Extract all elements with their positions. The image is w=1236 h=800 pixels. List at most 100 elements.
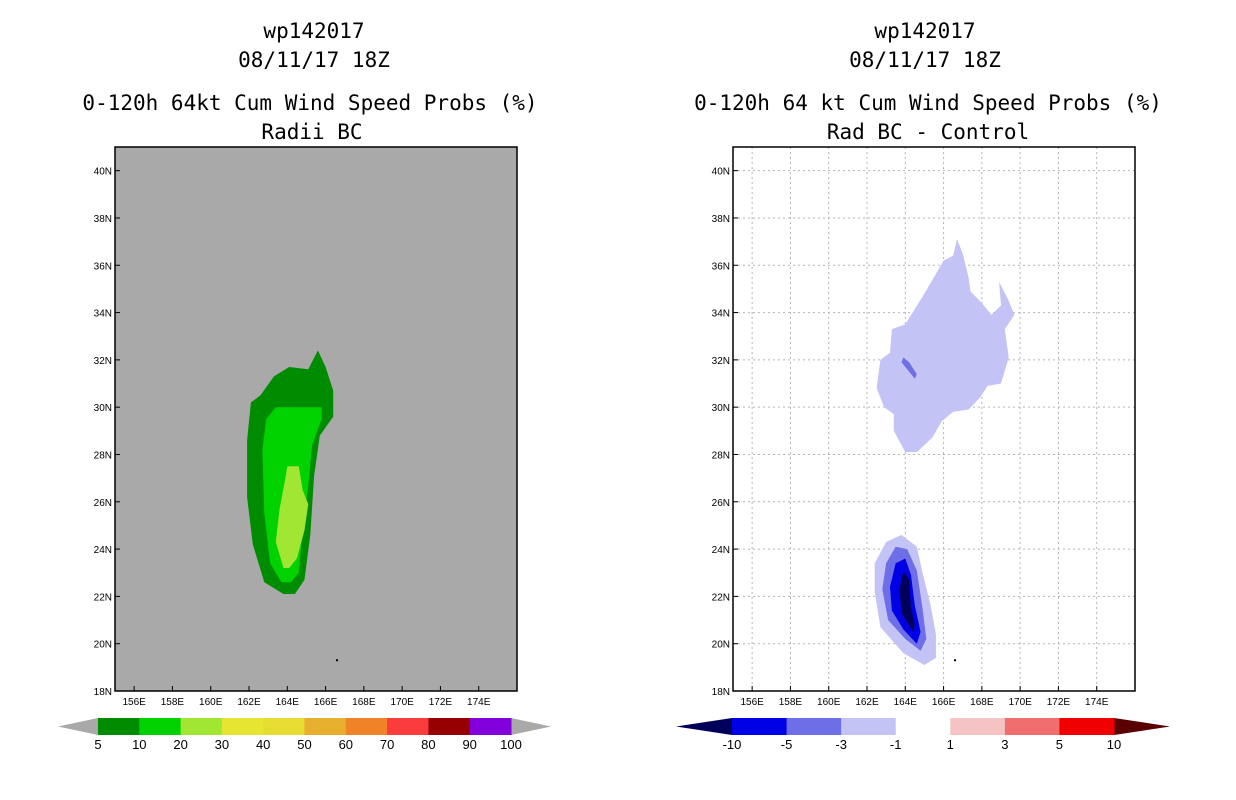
x-tick-label: 168E <box>352 697 376 708</box>
colorbar-swatch <box>345 718 388 735</box>
y-tick-label: 30N <box>712 403 730 414</box>
colorbar-swatch <box>263 718 305 735</box>
colorbar-label: 10 <box>1107 737 1121 752</box>
colorbar-swatch <box>1059 718 1115 735</box>
colorbar-label: 10 <box>132 737 146 752</box>
storm-marker-dot <box>954 659 957 662</box>
left-colorbar: 5 10 20 30 40 50 60 70 80 90 100 <box>58 718 551 752</box>
y-tick-label: 36N <box>712 261 730 272</box>
y-tick-label: 38N <box>94 214 112 225</box>
colorbar-label: 30 <box>215 737 229 752</box>
colorbar-low-end <box>676 718 732 735</box>
x-tick-label: 164E <box>894 697 918 708</box>
y-tick-label: 28N <box>712 450 730 461</box>
y-tick-label: 18N <box>712 687 730 698</box>
x-tick-label: 166E <box>314 697 338 708</box>
colorbar-label: 20 <box>173 737 187 752</box>
y-tick-label: 22N <box>712 592 730 603</box>
y-tick-label: 34N <box>94 309 112 320</box>
y-tick-label: 30N <box>94 403 112 414</box>
colorbar-label: 3 <box>1001 737 1008 752</box>
x-tick-label: 156E <box>740 697 764 708</box>
colorbar-swatch <box>428 718 471 735</box>
colorbar-label: -3 <box>835 737 847 752</box>
colorbar-swatch <box>895 718 951 735</box>
x-tick-label: 172E <box>1047 697 1071 708</box>
y-tick-label: 24N <box>712 545 730 556</box>
colorbar-label: 50 <box>297 737 311 752</box>
x-tick-label: 158E <box>161 697 185 708</box>
left-map-panel: 156E 158E 160E 162E 164E 166E 168E 170E 172E 174E… <box>94 146 518 708</box>
x-tick-label: 170E <box>390 697 414 708</box>
y-tick-label: 22N <box>94 592 112 603</box>
colorbar-label: -10 <box>723 737 742 752</box>
x-tick-label: 174E <box>467 697 491 708</box>
contour--10 <box>899 570 915 632</box>
colorbar-swatch <box>139 718 182 735</box>
x-tick-label: 162E <box>855 697 879 708</box>
colorbar-swatch <box>304 718 347 735</box>
y-tick-label: 26N <box>712 498 730 509</box>
y-tick-label: 40N <box>712 167 730 178</box>
colorbar-label: 60 <box>339 737 353 752</box>
colorbar-swatch <box>180 718 223 735</box>
left-storm-id: wp142017 <box>263 19 364 43</box>
x-tick-label: 162E <box>237 697 261 708</box>
colorbar-swatch <box>841 718 897 735</box>
colorbar-label: 5 <box>94 737 101 752</box>
y-tick-label: 20N <box>712 640 730 651</box>
right-storm-id: wp142017 <box>874 19 975 43</box>
x-tick-label: 156E <box>122 697 146 708</box>
y-tick-label: 34N <box>712 309 730 320</box>
right-subtitle: Rad BC - Control <box>827 120 1029 144</box>
colorbar-label: 70 <box>380 737 394 752</box>
colorbar-label: 1 <box>947 737 954 752</box>
x-tick-label: 174E <box>1085 697 1109 708</box>
right-datetime: 08/11/17 18Z <box>849 48 1001 72</box>
x-tick-label: 168E <box>970 697 994 708</box>
y-tick-label: 32N <box>94 356 112 367</box>
left-datetime: 08/11/17 18Z <box>238 48 390 72</box>
x-tick-label: 166E <box>932 697 956 708</box>
contour--3-to-1 <box>876 239 1015 453</box>
y-tick-label: 40N <box>94 167 112 178</box>
colorbar-swatch <box>469 718 512 735</box>
x-tick-label: 160E <box>199 697 223 708</box>
y-tick-label: 32N <box>712 356 730 367</box>
y-tick-label: 26N <box>94 498 112 509</box>
y-tick-label: 18N <box>94 687 112 698</box>
colorbar-swatch <box>1004 718 1060 735</box>
map-frame <box>114 146 518 692</box>
x-tick-label: 158E <box>779 697 803 708</box>
colorbar-swatch <box>732 718 788 735</box>
colorbar-high-end <box>511 718 551 735</box>
y-tick-label: 38N <box>712 214 730 225</box>
y-tick-label: 28N <box>94 450 112 461</box>
right-title: 0-120h 64 kt Cum Wind Speed Probs (%) <box>694 91 1162 115</box>
contour-20-30 <box>275 466 309 568</box>
colorbar-label: -5 <box>781 737 793 752</box>
left-subtitle: Radii BC <box>261 120 362 144</box>
y-tick-label: 24N <box>94 545 112 556</box>
colorbar-label: 80 <box>421 737 435 752</box>
x-tick-label: 164E <box>276 697 300 708</box>
colorbar-label: -1 <box>890 737 902 752</box>
left-title: 0-120h 64kt Cum Wind Speed Probs (%) <box>82 91 537 115</box>
colorbar-swatch <box>786 718 842 735</box>
colorbar-label: 5 <box>1056 737 1063 752</box>
colorbar-label: 40 <box>256 737 270 752</box>
right-map-panel: 156E 158E 160E 162E 164E 166E 168E 170E 172E 174E… <box>712 146 1136 708</box>
x-tick-label: 160E <box>817 697 841 708</box>
right-colorbar: -10 -5 -3 -1 1 3 5 10 <box>676 718 1170 752</box>
y-tick-label: 20N <box>94 640 112 651</box>
colorbar-label: 100 <box>500 737 522 752</box>
contour--5-to-3 <box>901 357 917 379</box>
colorbar-label: 90 <box>462 737 476 752</box>
x-tick-label: 170E <box>1008 697 1032 708</box>
y-tick-label: 36N <box>94 261 112 272</box>
colorbar-swatch <box>221 718 264 735</box>
colorbar-swatch <box>950 718 1006 735</box>
colorbar-swatch <box>98 718 140 735</box>
map-frame <box>732 146 1136 692</box>
